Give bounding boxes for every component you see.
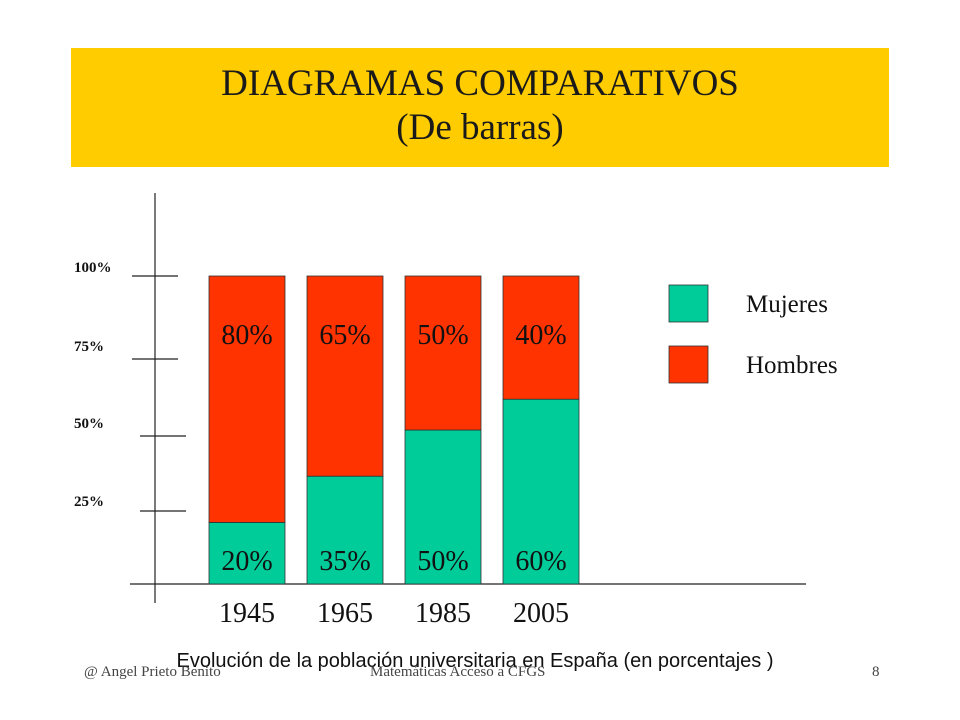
data-label: 50% (417, 546, 468, 577)
x-tick-label: 1965 (317, 598, 373, 629)
bar-segment-hombres (404, 275, 482, 431)
data-label: 65% (319, 320, 370, 351)
bar-segment-hombres (502, 275, 580, 400)
y-tick-label: 75% (74, 339, 104, 355)
chart-caption: Evolución de la población universitaria … (176, 650, 774, 672)
data-label: 20% (221, 546, 272, 577)
bar-segment-hombres (208, 275, 286, 523)
x-tick-label: 2005 (513, 598, 569, 629)
title-banner: DIAGRAMAS COMPARATIVOS (De barras) (71, 48, 889, 167)
slide-subtitle: (De barras) (396, 107, 564, 148)
data-label: 50% (417, 320, 468, 351)
data-label: 35% (319, 546, 370, 577)
bar-segment-mujeres (404, 429, 482, 585)
page-number: 8 (872, 664, 880, 680)
y-tick-label: 25% (74, 494, 104, 510)
bar-segment-mujeres (208, 522, 286, 585)
slide-title: DIAGRAMAS COMPARATIVOS (221, 63, 739, 104)
y-tick-label: 100% (74, 260, 112, 276)
bar-segment-mujeres (306, 475, 384, 585)
data-label: 40% (515, 320, 566, 351)
legend-label: Mujeres (746, 291, 828, 318)
legend-label: Hombres (746, 352, 838, 379)
y-tick-label: 50% (74, 416, 104, 432)
bar-segment-mujeres (502, 398, 580, 585)
legend-swatch-mujeres (668, 284, 709, 323)
footer-author: @ Angel Prieto Benito (84, 664, 221, 680)
data-label: 60% (515, 546, 566, 577)
data-label: 80% (221, 320, 272, 351)
legend-swatch-hombres (668, 345, 709, 384)
bar-segment-hombres (306, 275, 384, 477)
footer-course: Matemáticas Acceso a CFGS (370, 664, 546, 680)
x-tick-label: 1945 (219, 598, 275, 629)
x-tick-label: 1985 (415, 598, 471, 629)
